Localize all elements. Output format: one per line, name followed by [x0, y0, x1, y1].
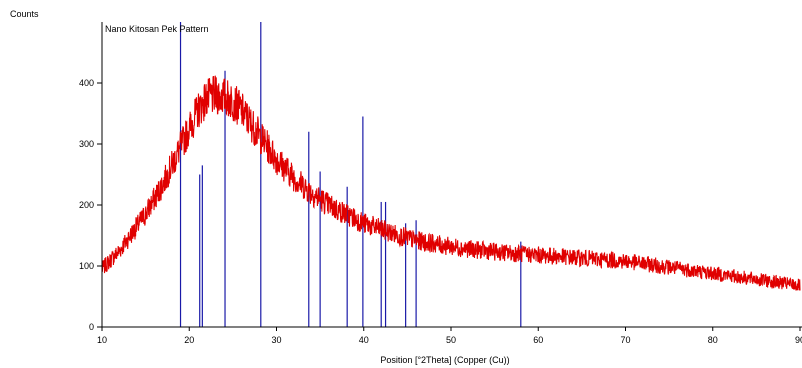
- y-tick-label: 200: [79, 200, 94, 210]
- y-tick-label: 300: [79, 139, 94, 149]
- y-ticks: 0 100 200 300 400: [79, 78, 102, 332]
- x-tick-label: 50: [446, 335, 456, 345]
- x-tick-label: 20: [184, 335, 194, 345]
- y-tick-label: 100: [79, 261, 94, 271]
- x-tick-label: 60: [533, 335, 543, 345]
- x-tick-label: 30: [271, 335, 281, 345]
- x-ticks: 10 20 30 40 50 60 70 80 90: [97, 327, 802, 345]
- legend-label: Nano Kitosan Pek Pattern: [105, 24, 209, 34]
- pattern-line: [101, 75, 801, 291]
- x-tick-label: 10: [97, 335, 107, 345]
- y-axis-label: Counts: [10, 9, 39, 19]
- x-tick-label: 80: [708, 335, 718, 345]
- x-tick-label: 90: [795, 335, 802, 345]
- y-tick-label: 400: [79, 78, 94, 88]
- series-layer: [101, 75, 801, 291]
- x-tick-label: 70: [620, 335, 630, 345]
- axes: [101, 22, 802, 328]
- y-tick-label: 0: [89, 322, 94, 332]
- x-tick-label: 40: [359, 335, 369, 345]
- x-axis-label: Position [°2Theta] (Copper (Cu)): [380, 355, 509, 365]
